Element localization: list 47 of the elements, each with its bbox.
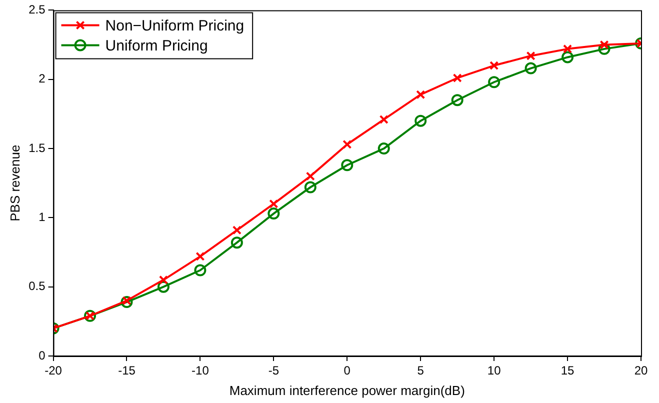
point bbox=[232, 226, 242, 235]
point bbox=[158, 275, 168, 284]
y-tick-label: 1.5 bbox=[28, 140, 46, 155]
point bbox=[122, 296, 132, 306]
point bbox=[524, 62, 537, 74]
point bbox=[230, 236, 243, 249]
point bbox=[379, 114, 388, 124]
point bbox=[268, 208, 280, 220]
point bbox=[378, 142, 390, 155]
point bbox=[452, 73, 462, 83]
x-tick-label: 20 bbox=[634, 364, 648, 378]
y-tick-label: 1 bbox=[38, 210, 46, 224]
point bbox=[194, 264, 206, 276]
x-tick-label: 0 bbox=[344, 364, 351, 378]
x-tick-label: -5 bbox=[268, 364, 280, 378]
point bbox=[563, 44, 572, 54]
point bbox=[490, 60, 499, 70]
x-tick-label: -20 bbox=[44, 364, 62, 378]
point bbox=[526, 51, 536, 60]
point bbox=[562, 51, 574, 64]
y-tick-label: 2.5 bbox=[28, 2, 46, 17]
point bbox=[416, 90, 426, 100]
x-tick-label: -10 bbox=[192, 364, 210, 378]
y-tick-label: 2 bbox=[38, 72, 46, 86]
point bbox=[341, 159, 354, 172]
point bbox=[600, 40, 609, 50]
point bbox=[488, 76, 500, 88]
point bbox=[414, 114, 427, 127]
x-tick-label: 15 bbox=[560, 364, 575, 378]
legend-label: Non−Uniform Pricing bbox=[105, 17, 244, 34]
x-tick-label: -15 bbox=[118, 364, 136, 378]
point bbox=[306, 172, 315, 181]
point bbox=[196, 252, 205, 261]
point bbox=[451, 94, 464, 106]
legend-label: Uniform Pricing bbox=[105, 37, 208, 54]
x-axis-title: Maximum interference power margin(dB) bbox=[229, 382, 465, 398]
x-tick-label: 10 bbox=[487, 364, 502, 378]
point bbox=[598, 42, 610, 55]
point bbox=[269, 199, 278, 208]
point bbox=[304, 181, 316, 194]
y-tick-label: 0.5 bbox=[28, 279, 46, 294]
x-tick-label: 5 bbox=[417, 364, 424, 378]
point bbox=[157, 280, 170, 293]
y-axis-title: PBS revenue bbox=[7, 144, 22, 222]
y-tick-label: 0 bbox=[38, 348, 46, 362]
point bbox=[120, 296, 133, 308]
point bbox=[342, 140, 352, 149]
